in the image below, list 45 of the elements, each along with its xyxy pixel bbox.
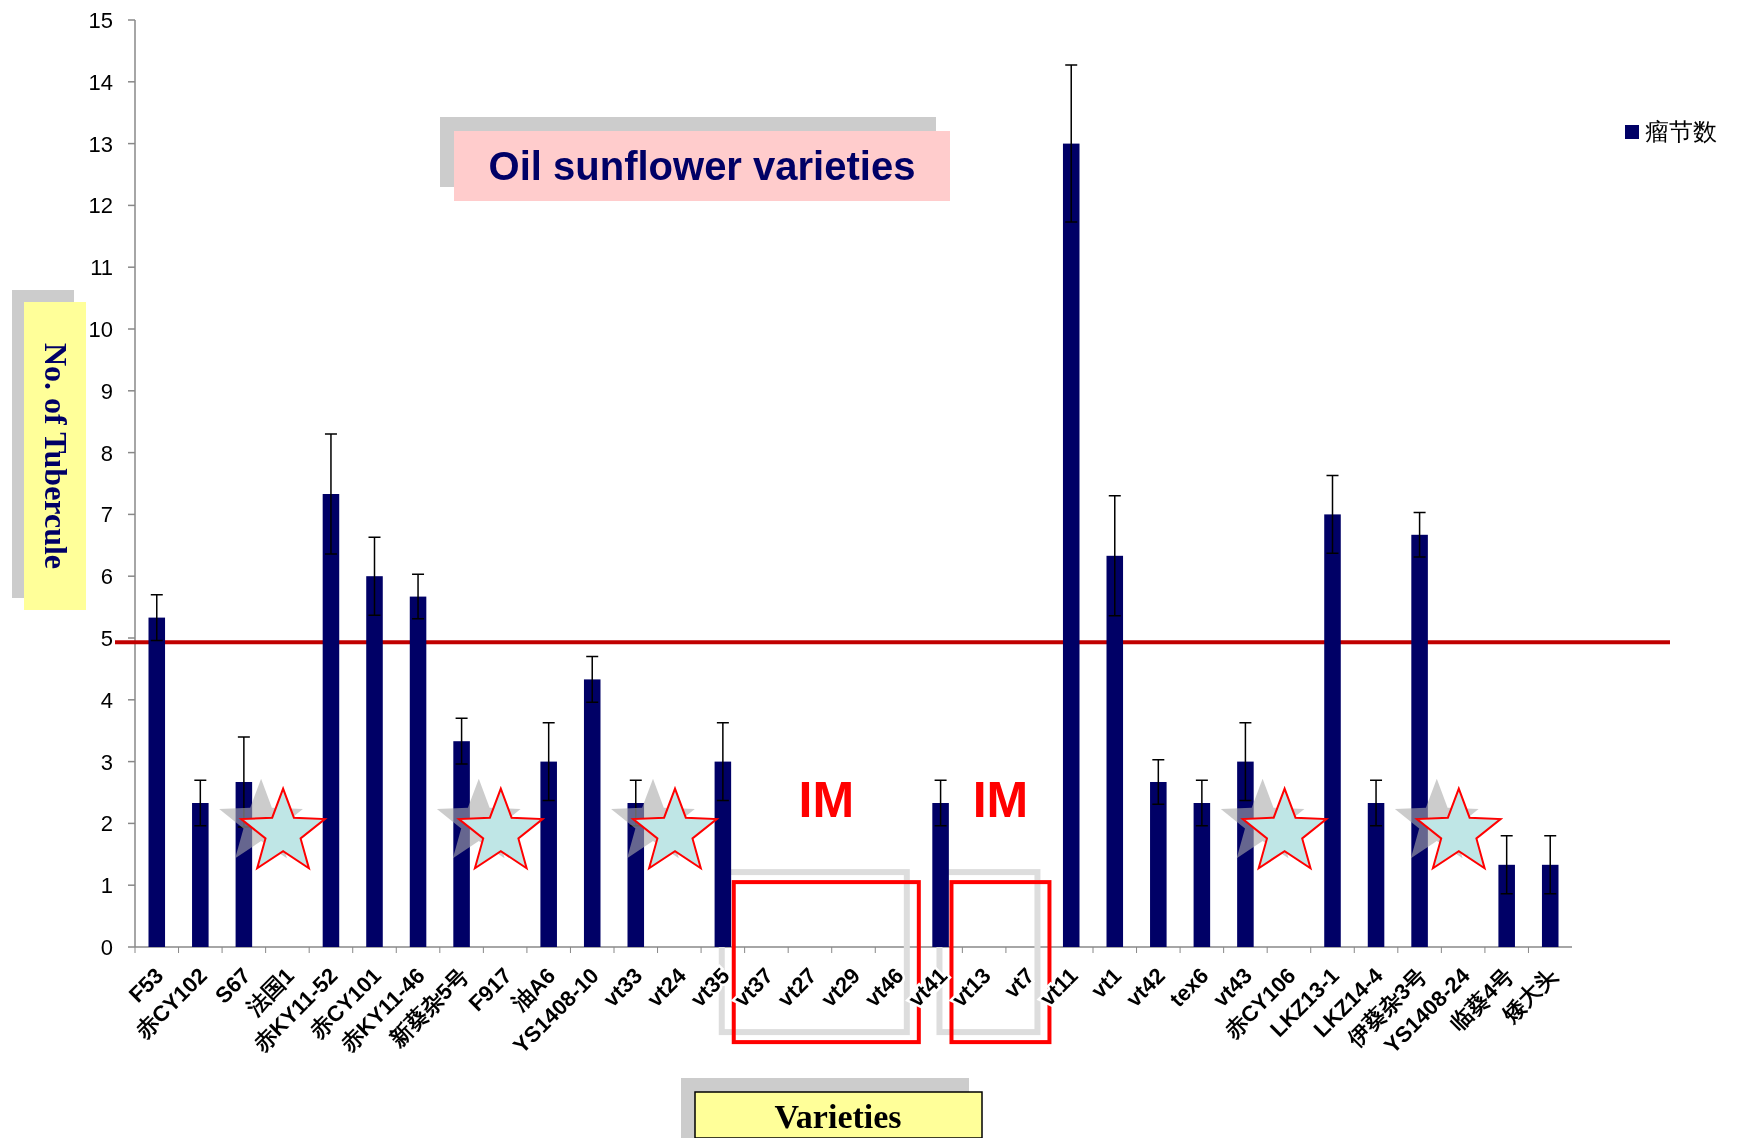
y-tick-label: 3: [100, 749, 113, 775]
bar: [192, 803, 209, 947]
y-tick-label: 15: [88, 8, 113, 33]
legend: 瘤节数: [1625, 118, 1717, 145]
y-tick-label: 4: [100, 687, 113, 713]
bar: [714, 761, 732, 947]
y-tick-label: 10: [88, 317, 113, 342]
annotation: IM: [972, 771, 1029, 828]
y-tick-label: 2: [100, 811, 113, 837]
y-tick-label: 11: [90, 255, 113, 281]
bar: [322, 494, 340, 947]
y-tick-label: 8: [100, 440, 113, 466]
y-tick-label: 1: [100, 873, 113, 899]
bar: [1367, 803, 1385, 947]
y-tick-label: 9: [100, 378, 113, 404]
bar: [148, 617, 166, 947]
bar: [540, 761, 557, 947]
x-axis-title: Varieties: [774, 1098, 902, 1135]
y-tick-label: 6: [100, 564, 113, 590]
y-tick-label: 12: [88, 193, 113, 219]
legend-label: 瘤节数: [1645, 118, 1717, 145]
bar: [1324, 514, 1341, 947]
bar: [1498, 864, 1515, 947]
y-tick-label: 0: [100, 935, 113, 960]
bar: [1062, 143, 1080, 947]
text: Oil sunflower varieties: [488, 144, 916, 188]
bar: [627, 803, 645, 947]
y-axis-title: No. of Tubercule: [38, 342, 74, 570]
bar: [409, 596, 427, 947]
bar: [932, 803, 949, 947]
y-tick-label: 14: [88, 69, 113, 95]
annotation: IM: [798, 771, 855, 828]
y-tick-label: 13: [88, 131, 113, 157]
y-tick-label: 5: [100, 626, 113, 651]
bar: [1150, 781, 1167, 947]
bar: [1541, 864, 1559, 947]
bar: [583, 679, 601, 947]
bar: [1193, 803, 1211, 947]
y-tick-label: 7: [100, 502, 113, 528]
bar: [366, 576, 383, 947]
bar: [1237, 761, 1254, 947]
bar: [235, 781, 253, 947]
bar: [1106, 555, 1124, 947]
bar: [1411, 534, 1428, 947]
bar: [453, 741, 470, 947]
